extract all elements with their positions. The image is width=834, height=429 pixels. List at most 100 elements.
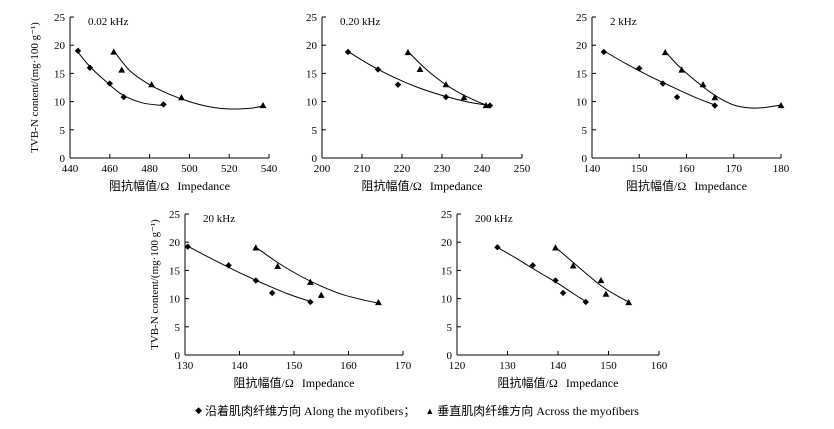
x-tick-label: 140	[231, 360, 248, 372]
across-triangle-point	[552, 244, 559, 251]
across-triangle-point	[482, 101, 490, 109]
across-triangle-point	[416, 65, 424, 73]
x-tick-label: 220	[394, 163, 411, 175]
x-tick-label: 180	[773, 163, 790, 175]
x-tick-label: 230	[434, 163, 451, 175]
y-tick-label: 10	[441, 294, 453, 306]
across-trend-line	[555, 246, 629, 303]
y-tick-label: 25	[169, 209, 181, 221]
x-axis-label: 阻抗幅值/Ω Impedance	[109, 178, 230, 193]
across-triangle-point	[460, 94, 468, 101]
panel-3: 0 5 10 15 20 25 140 150 160 170 180 2 kHz 阻抗幅值/Ω Impe…	[576, 12, 790, 193]
x-tick-label: 500	[181, 163, 198, 175]
along-diamond-point	[252, 277, 260, 284]
x-tick-label: 150	[631, 163, 648, 175]
along-diamond-point	[374, 66, 382, 73]
x-tick-label: 140	[584, 163, 601, 175]
along-diamond-point	[394, 81, 402, 88]
y-tick-label: 5	[447, 322, 453, 334]
along-diamond-point	[636, 65, 643, 72]
y-tick-label: 10	[576, 97, 588, 109]
across-triangle-point	[661, 48, 669, 56]
y-tick-label: 20	[169, 237, 181, 249]
x-tick-label: 150	[286, 360, 303, 372]
across-trend-line	[664, 51, 782, 109]
along-diamond-point	[106, 80, 113, 87]
y-tick-label: 15	[306, 68, 318, 80]
y-tick-label: 0	[312, 153, 318, 165]
along-diamond-point	[659, 80, 667, 87]
across-triangle-point	[306, 278, 314, 285]
x-tick-label: 170	[395, 360, 412, 372]
x-tick-label: 160	[340, 360, 357, 372]
across-triangle-point	[404, 48, 412, 56]
x-axis-label: 阻抗幅值/Ω Impedance	[362, 178, 483, 193]
legend-along-label: 沿着肌肉纤维方向 Along the myofibers；	[205, 404, 416, 418]
along-diamond-point	[582, 298, 589, 306]
across-triangle-point	[148, 81, 155, 88]
legend: ◆ 沿着肌肉纤维方向 Along the myofibers； ▲ 垂直肌肉纤维方向…	[0, 402, 834, 419]
along-diamond-point	[74, 47, 82, 55]
across-triangle-point	[252, 244, 260, 251]
along-diamond-point	[552, 277, 559, 284]
across-triangle-point	[274, 262, 282, 270]
y-tick-label: 5	[175, 322, 181, 334]
across-triangle-point	[625, 298, 633, 306]
panel-title: 2 kHz	[610, 16, 637, 28]
x-tick-label: 200	[314, 163, 331, 175]
panel-1: 0 5 10 15 20 25 440 460 480 500 520 540 0.02 kHz 阻抗幅值…	[29, 12, 278, 193]
x-tick-label: 210	[354, 163, 371, 175]
y-tick-label: 5	[60, 125, 66, 137]
x-axis-label: 阻抗幅值/Ω Impedance	[626, 178, 747, 193]
y-tick-label: 20	[306, 40, 318, 52]
x-tick-label: 160	[678, 163, 695, 175]
y-tick-label: 25	[306, 12, 318, 24]
y-tick-label: 0	[175, 350, 181, 362]
x-tick-label: 130	[499, 360, 516, 372]
legend-triangle-marker: ▲	[425, 405, 435, 416]
x-tick-label: 250	[514, 163, 531, 175]
panel-4: 0 5 10 15 20 25 130 140 150 160 170 20 kHz 阻抗幅值/Ω Imp…	[149, 209, 412, 390]
across-triangle-point	[597, 276, 605, 284]
along-diamond-point	[442, 93, 450, 101]
along-diamond-point	[86, 64, 94, 71]
y-tick-label: 20	[576, 40, 588, 52]
legend-diamond-marker: ◆	[195, 405, 202, 415]
y-tick-label: 15	[54, 68, 66, 80]
across-triangle-point	[375, 298, 382, 306]
y-tick-label: 10	[54, 97, 66, 109]
y-tick-label: 20	[54, 40, 66, 52]
panel-title: 0.20 kHz	[340, 16, 380, 28]
x-tick-label: 120	[449, 360, 466, 372]
along-diamond-point	[269, 289, 276, 297]
y-tick-label: 25	[576, 12, 588, 24]
y-tick-label: 10	[306, 97, 318, 109]
y-tick-label: 15	[169, 265, 181, 277]
across-triangle-point	[678, 66, 686, 73]
y-axis-label: TVB-N content/(mg·100 g⁻¹)	[149, 219, 161, 350]
x-tick-label: 520	[221, 163, 238, 175]
across-triangle-point	[602, 290, 610, 297]
along-diamond-point	[225, 262, 232, 269]
along-diamond-point	[559, 289, 567, 297]
y-tick-label: 5	[582, 125, 588, 137]
y-tick-label: 10	[169, 294, 181, 306]
y-tick-label: 25	[54, 12, 66, 24]
x-tick-label: 540	[261, 163, 278, 175]
along-diamond-point	[307, 298, 314, 306]
x-tick-label: 460	[102, 163, 119, 175]
x-tick-label: 240	[474, 163, 491, 175]
panel-title: 20 kHz	[203, 213, 235, 225]
x-tick-label: 150	[600, 360, 617, 372]
along-diamond-point	[120, 93, 127, 101]
along-diamond-point	[529, 262, 536, 269]
across-trend-line	[255, 246, 379, 304]
y-tick-label: 15	[441, 265, 453, 277]
along-trend-line	[347, 50, 491, 106]
x-tick-label: 440	[62, 163, 79, 175]
x-axis-label: 阻抗幅值/Ω Impedance	[498, 375, 619, 390]
along-trend-line	[603, 50, 716, 106]
across-triangle-point	[178, 94, 185, 101]
across-triangle-point	[711, 94, 719, 101]
across-triangle-point	[110, 48, 118, 55]
